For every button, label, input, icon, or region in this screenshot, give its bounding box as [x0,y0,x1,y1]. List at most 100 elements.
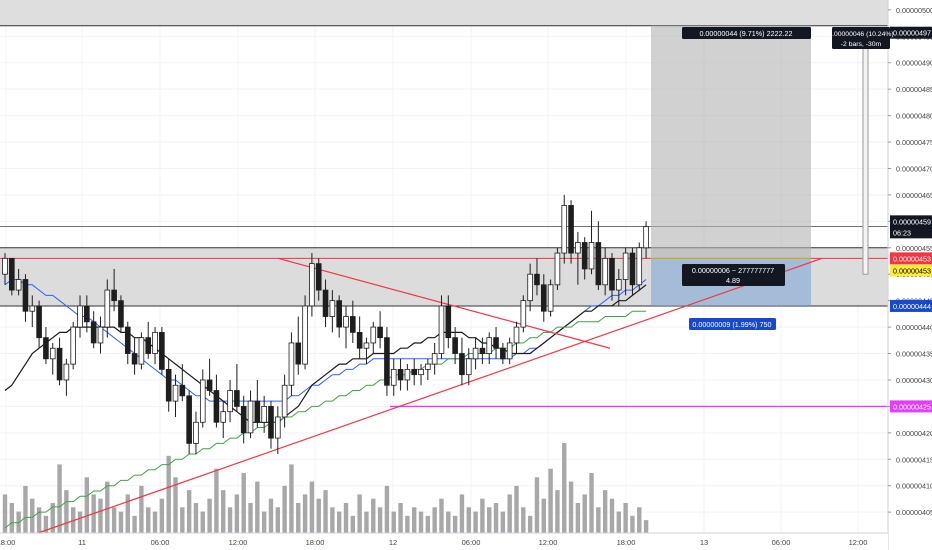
candle-body [520,300,527,328]
volume-bar [364,511,369,533]
volume-bar [241,473,246,533]
candle-body [315,263,322,291]
descending-trendline [277,257,611,349]
price-tick-label: 0.00000455 [896,244,932,253]
candle-body [602,257,608,286]
candle-body [636,247,643,286]
volume-bar [105,481,110,533]
price-label-497-bg [890,26,932,39]
price-tick-label: 0.00000420 [896,429,932,438]
candle-body [186,395,192,444]
candle-body [213,390,220,423]
candle-body [138,337,145,365]
time-axis-bg [0,533,888,550]
candle-body [404,368,411,381]
time-tick-label: 12 [389,538,397,547]
candle-body [49,347,56,360]
candle-body [459,353,465,376]
volume-bar [193,503,199,533]
candle-body [506,342,513,360]
candle-body [111,289,117,302]
volume-bar [261,511,267,533]
volume-bar [43,515,49,533]
moving-average-line-2 [4,284,647,423]
price-tick-label: 0.00000405 [896,508,932,517]
candle-body [418,368,424,376]
price-tick-label: 0.00000440 [896,323,932,332]
candle-body [465,358,472,376]
volume-bar [146,507,151,533]
candle-body [15,279,22,291]
volume-bar [575,503,581,533]
candle-body [309,263,315,307]
candle-body [152,331,158,354]
moving-averages [4,279,647,529]
candle-body [159,331,165,370]
position-box-line-1: 0.00000006 ~ 277777777 [692,266,774,275]
volume-bar [323,490,328,533]
volume-bar [377,507,383,533]
candle-body [336,300,342,328]
volume-bar [446,511,451,533]
volume-bar [173,477,178,533]
volume-bar [84,477,90,533]
candle-body [9,257,15,291]
volume-bar [630,515,635,533]
candle-body [199,379,206,423]
zones [0,0,888,408]
candle-body [643,226,649,249]
price-tick-label: 0.00000465 [896,191,932,200]
candle-body [240,405,247,434]
candle-body [172,384,179,402]
measure-bar [862,35,869,275]
volume-bar [302,494,308,533]
candle-body [84,305,90,323]
candle-body [581,242,588,270]
volume-bar [548,468,553,533]
price-label-497: 0.00000497 [893,29,931,38]
volume-bar [521,507,526,533]
volume-bar [384,485,390,533]
volume-bar [221,490,226,533]
volume-bar [418,511,424,533]
price-tick-label: 0.00000490 [896,59,932,68]
candle-body [561,205,568,254]
volume-bar [589,473,594,533]
candle-body [104,289,111,328]
candle-body [145,337,152,354]
price-tick-label: 0.00000435 [896,350,932,359]
volume-bar [132,515,137,533]
volume-bar [50,503,55,533]
candle-body [43,337,49,360]
volume-bar [623,503,628,533]
position-box-line-2: 4.89 [726,276,740,285]
volume-bar [9,503,15,533]
volume-bar [371,498,376,533]
target-zone [651,25,811,259]
price-label-444-bg [890,299,932,312]
candle-body [350,316,356,333]
volume-bar [343,503,349,533]
candle-body [63,363,70,381]
candle-body [568,205,574,254]
measure-box-bg [832,27,890,49]
volume-bar [64,490,69,533]
volume-bar [596,507,601,533]
volume-bar [309,481,315,533]
candle-body [534,273,540,286]
candle-body [575,242,581,254]
candle-body [302,305,308,365]
time-tick-label: 06:00 [772,538,791,547]
volume-bar [555,490,560,533]
candle-body [281,384,288,418]
volume-bar [200,511,205,533]
candle-body [377,326,383,339]
volume-bar [268,498,274,533]
time-tick-label: 12:00 [229,538,248,547]
measure-box-line-2: -2 bars, -30m [841,41,882,48]
candle-body [295,342,302,365]
volume-bar [111,507,117,533]
candle-body [29,305,36,312]
candle-body [445,305,452,339]
